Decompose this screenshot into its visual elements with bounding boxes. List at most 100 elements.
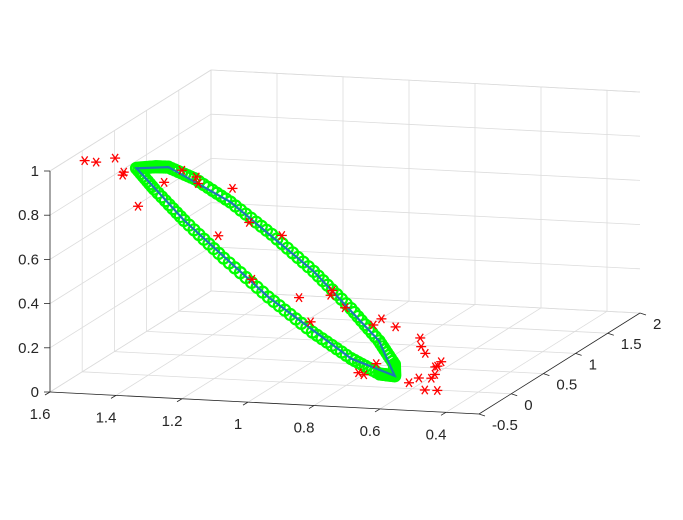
y-axis-line (478, 312, 641, 415)
floor-grid-line (445, 310, 608, 413)
back-wall-edge (49, 69, 212, 172)
red-asterisk-marker (79, 155, 90, 166)
red-asterisk-marker (276, 230, 287, 241)
x-tick-label: 1.6 (30, 406, 51, 423)
red-asterisk-marker (325, 290, 336, 300)
side-wall-grid-line (210, 113, 641, 137)
z-tick-label: 0 (31, 384, 39, 401)
z-tick-label: 0.8 (18, 207, 39, 224)
red-asterisk-marker (340, 303, 351, 313)
z-tick-label: 0.6 (18, 251, 39, 268)
red-asterisk-marker (110, 153, 121, 163)
y-tick-mark (607, 332, 614, 336)
grid-layer (49, 69, 641, 415)
y-tick-mark (575, 353, 582, 356)
red-asterisk-marker (227, 183, 238, 194)
y-tick-label: 1 (589, 356, 597, 373)
z-tick-label: 0.4 (18, 296, 39, 313)
red-asterisk-marker (159, 177, 170, 187)
x-axis-line (49, 391, 480, 415)
x-tick-mark (242, 401, 249, 406)
side-wall-grid-line (210, 246, 641, 270)
red-asterisk-marker (413, 373, 424, 383)
red-asterisk-marker (429, 369, 440, 380)
y-tick-mark (639, 312, 647, 316)
red-asterisk-marker (191, 172, 202, 182)
x-tick-mark (176, 398, 183, 403)
red-asterisk-marker (294, 292, 305, 303)
floor-grid-line (181, 297, 344, 400)
y-tick-mark (478, 413, 486, 417)
x-tick-label: 0.8 (294, 420, 315, 437)
x-tick-mark (374, 408, 381, 413)
axes-layer (44, 170, 647, 417)
floor-grid-line (146, 331, 576, 354)
red-asterisk-marker (193, 178, 204, 189)
red-asterisk-marker (376, 314, 387, 324)
red-asterisk-marker (368, 320, 379, 330)
red-asterisk-marker (371, 359, 382, 369)
floor-grid-line (82, 371, 512, 395)
red-asterisk-marker (327, 285, 338, 296)
x-tick-label: 1.2 (162, 413, 183, 430)
red-asterisk-marker (213, 231, 224, 241)
green-circle-marker (173, 209, 187, 224)
red-asterisk-marker (432, 361, 443, 371)
red-asterisk-marker (426, 373, 437, 383)
back-wall-grid-line (49, 202, 212, 304)
green-circle-marker (147, 182, 161, 196)
green-circle-marker (166, 202, 180, 216)
red-asterisk-marker (419, 385, 430, 395)
red-asterisk-marker (436, 357, 447, 367)
x-tick-label: 1 (234, 416, 242, 433)
floor-grid-line (114, 351, 544, 374)
red-asterisk-marker (118, 167, 129, 177)
red-asterisk-marker (176, 165, 187, 175)
x-tick-label: 0.6 (360, 423, 381, 440)
side-wall-grid-line (210, 202, 641, 225)
x-tick-mark (440, 411, 447, 416)
red-asterisk-marker (404, 378, 415, 388)
red-asterisk-marker (415, 333, 426, 343)
back-wall-grid-line (49, 246, 212, 349)
green-circle-marker (158, 194, 172, 208)
x-tick-mark (308, 405, 315, 409)
red-asterisk-marker (416, 342, 427, 352)
red-asterisk-marker (305, 317, 316, 327)
y-tick-label: 2 (653, 316, 661, 333)
floor-grid-line (178, 310, 608, 334)
green-circle-marker (151, 186, 165, 200)
red-asterisk-marker (246, 274, 257, 284)
green-circle-marker (162, 198, 176, 212)
red-asterisk-marker (91, 157, 102, 167)
red-asterisk-marker (353, 368, 364, 378)
y-tick-label: -0.5 (492, 417, 518, 434)
y-tick-mark (543, 373, 550, 376)
green-circle-marker (170, 205, 184, 220)
y-tick-mark (511, 393, 518, 397)
side-wall-edge (210, 69, 641, 93)
x-tick-label: 1.4 (96, 409, 117, 426)
side-wall-grid-line (210, 158, 641, 181)
red-asterisk-marker (133, 201, 144, 211)
x-tick-mark (110, 395, 117, 399)
x-tick-label: 0.4 (426, 426, 447, 443)
red-asterisk-marker (420, 348, 431, 359)
y-tick-label: 0.5 (556, 377, 577, 394)
floor-grid-line (379, 307, 542, 410)
data-layer (79, 153, 447, 396)
z-tick-label: 1 (31, 163, 39, 180)
red-asterisk-marker (390, 322, 401, 332)
tick-label-layer: 1.6 1.4 1.2 1 0.8 0.6 0.4 -0.5 0 0.5 1 1.5 2 0 0.2 0.4 0… (18, 163, 661, 443)
side-wall-grid-line (210, 290, 641, 314)
red-asterisk-marker (244, 217, 255, 228)
back-wall-grid-line (49, 113, 212, 216)
floor-grid-line (115, 294, 278, 396)
z-tick-label: 0.2 (18, 340, 39, 357)
y-tick-label: 0 (524, 397, 532, 414)
y-tick-label: 1.5 (621, 336, 642, 353)
blue-curve-line (134, 165, 397, 378)
green-circle-marker (155, 190, 169, 204)
